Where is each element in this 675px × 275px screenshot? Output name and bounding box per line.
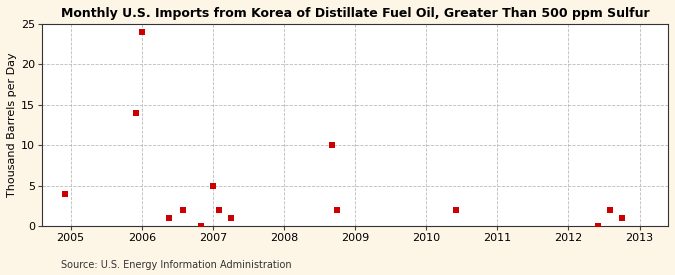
Title: Monthly U.S. Imports from Korea of Distillate Fuel Oil, Greater Than 500 ppm Sul: Monthly U.S. Imports from Korea of Disti… <box>61 7 649 20</box>
Y-axis label: Thousand Barrels per Day: Thousand Barrels per Day <box>7 53 17 197</box>
Text: Source: U.S. Energy Information Administration: Source: U.S. Energy Information Administ… <box>61 260 292 270</box>
